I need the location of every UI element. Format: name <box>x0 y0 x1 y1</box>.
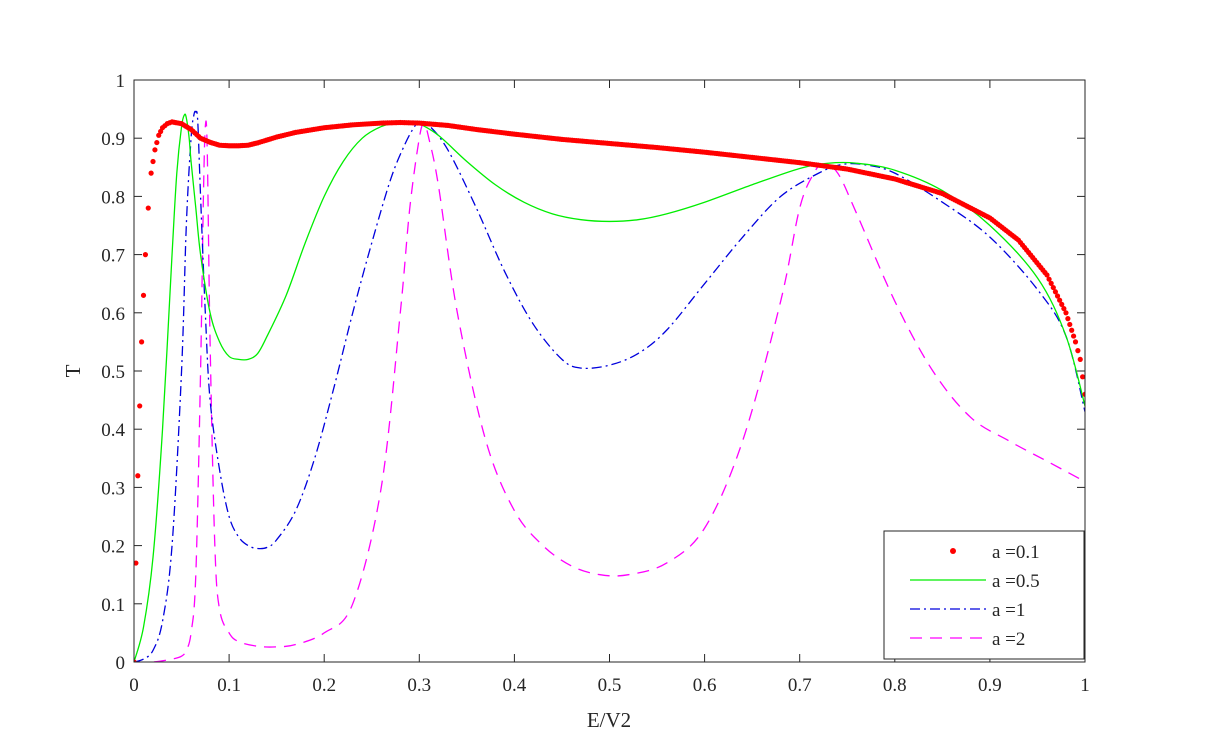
series-line-a-1 <box>134 110 1085 662</box>
data-point <box>152 147 158 153</box>
y-tick-label: 0.5 <box>101 362 125 383</box>
data-point <box>1061 305 1067 312</box>
data-point <box>142 252 149 258</box>
y-tick-label: 0.1 <box>101 595 125 616</box>
x-tick-label: 1 <box>1080 675 1090 696</box>
data-point <box>1059 301 1065 307</box>
series-line-a-2 <box>134 120 1085 662</box>
y-tick-label: 0.3 <box>101 478 125 499</box>
y-tick-label: 0.9 <box>101 129 125 150</box>
data-point <box>1050 284 1056 291</box>
x-tick-label: 0.5 <box>598 675 622 696</box>
legend-box <box>883 530 1085 660</box>
data-point <box>1072 339 1079 345</box>
y-tick-label: 0.8 <box>101 187 125 208</box>
data-point <box>154 139 160 146</box>
data-point <box>139 339 145 345</box>
data-point <box>1057 297 1063 303</box>
data-point <box>1080 374 1085 380</box>
y-axis-label: T <box>61 364 85 377</box>
data-point <box>140 292 147 298</box>
data-point <box>1044 272 1050 278</box>
data-point <box>1063 310 1069 316</box>
data-point <box>1054 293 1061 299</box>
data-point <box>1052 289 1059 295</box>
x-tick-label: 0.9 <box>978 675 1002 696</box>
y-tick-label: 1 <box>116 71 126 92</box>
x-tick-label: 0.7 <box>788 675 812 696</box>
legend-label: a =1 <box>992 600 1025 621</box>
data-point <box>1077 356 1083 362</box>
data-point <box>1048 280 1054 286</box>
data-point <box>145 205 151 211</box>
axes-layer: 0 0.1 0.2 0.3 0.4 0.5 0.6 0.7 0.8 0.9 1 0 0.1 0.2 0.3 0… <box>101 71 1090 696</box>
y-tick-label: 0.2 <box>101 537 125 558</box>
x-tick-label: 0.6 <box>693 675 717 696</box>
data-point <box>1082 391 1085 397</box>
series-line-a-0-5 <box>134 113 1085 662</box>
x-tick-label: 0 <box>129 675 139 696</box>
x-tick-label: 0.8 <box>883 675 907 696</box>
data-point <box>1069 327 1075 333</box>
legend-label: a =2 <box>992 629 1025 650</box>
x-tick-label: 0.2 <box>312 675 336 696</box>
data-point <box>1070 333 1077 339</box>
series-layer <box>134 110 1085 662</box>
x-axis-label: E/V2 <box>587 708 631 732</box>
data-point <box>134 560 139 566</box>
data-point <box>1075 348 1081 354</box>
legend-label: a =0.1 <box>992 542 1040 563</box>
y-tick-label: 0.7 <box>101 246 125 267</box>
x-tick-label: 0.1 <box>217 675 241 696</box>
y-tick-label: 0.4 <box>101 420 125 441</box>
x-tick-label: 0.3 <box>407 675 431 696</box>
legend-marker <box>950 548 956 554</box>
data-point <box>150 158 156 165</box>
data-point <box>148 170 154 176</box>
y-tick-label: 0 <box>116 653 126 674</box>
data-point <box>137 403 143 409</box>
data-point <box>134 659 137 662</box>
data-point <box>1067 321 1073 328</box>
legend-label: a =0.5 <box>992 571 1040 592</box>
legend: a =0.1 a =0.5 a =1 a =2 <box>883 530 1085 660</box>
y-tick-label: 0.6 <box>101 304 125 325</box>
data-point <box>135 473 141 479</box>
x-tick-label: 0.4 <box>503 675 527 696</box>
data-point <box>1065 316 1071 322</box>
series-a-0-1-points <box>134 119 1085 662</box>
data-point <box>1046 276 1052 282</box>
